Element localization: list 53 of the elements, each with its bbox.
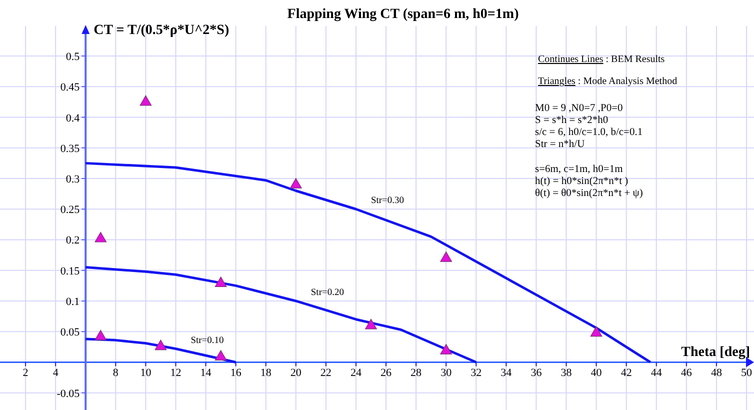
series-label: Str=0.10 [190,336,224,346]
annotation: Triangles : Mode Analysis Method [538,76,678,87]
x-tick-label: 44 [650,367,662,380]
x-tick-label: 26 [380,367,392,380]
annotation: s=6m, c=1m, h0=1m [535,164,623,175]
y-tick-label: 0.25 [60,204,80,216]
y-tick-label: 0.5 [66,51,80,64]
x-tick-label: 22 [320,367,332,380]
annotation: M0 = 9 ,N0=7 ,P0=0 [535,103,623,114]
x-tick-label: 18 [260,367,272,380]
annotation: Continues Lines : BEM Results [538,54,665,65]
y-tick-label: 0.1 [66,296,80,308]
line-series [84,266,478,364]
annotation: S = s*h = s*2*h0 [535,115,608,126]
x-tick-label: 20 [290,367,302,380]
line-series [84,162,652,364]
x-tick-label: 50 [740,367,752,380]
y-tick-label: -0.05 [56,388,80,400]
y-tick-label: 0.45 [60,82,80,94]
x-tick-label: 16 [230,367,242,380]
x-tick-label: 14 [200,367,212,380]
series-label: Str=0.20 [310,288,344,298]
x-axis-title: Theta [deg] [681,345,750,360]
x-tick-label: 38 [560,367,572,380]
x-tick-label: 24 [350,367,362,380]
x-tick-label: 36 [530,367,542,380]
x-tick-label: 12 [170,367,182,380]
x-tick-label: 8 [112,367,119,380]
annotation: s/c = 6, h0/c=1.0, b/c=0.1 [535,127,643,138]
x-tick-label: 40 [590,367,602,380]
annotation: h(t) = h0*sin(2π*n*t ) [535,176,629,187]
y-axis-title: CT = T/(0.5*ρ*U^2*S) [94,23,230,38]
x-tick-label: 30 [440,367,452,380]
x-tick-label: 48 [710,367,722,380]
y-tick-label: 0.35 [60,142,80,155]
x-tick-label: 2 [22,367,28,380]
series-label: Str=0.30 [370,196,404,206]
y-tick-label: 0.05 [60,326,80,339]
y-tick-label: 0.2 [66,234,80,247]
annotation: θ(t) = θ0*sin(2π*n*t + ψ) [535,188,644,199]
y-tick-label: 0.4 [66,112,80,124]
line-series [84,338,238,364]
chart-title: Flapping Wing CT (span=6 m, h0=1m) [287,7,520,22]
x-tick-label: 10 [140,367,152,380]
x-tick-label: 4 [52,367,59,380]
annotation: Str = n*h/U [535,139,586,150]
x-tick-label: 32 [470,367,482,380]
x-tick-label: 42 [620,367,632,380]
x-tick-label: 46 [680,367,692,380]
y-tick-label: 0.15 [60,265,80,278]
y-tick-label: 0.3 [66,174,80,186]
x-tick-label: 28 [410,367,422,380]
x-tick-label: 34 [500,367,512,380]
